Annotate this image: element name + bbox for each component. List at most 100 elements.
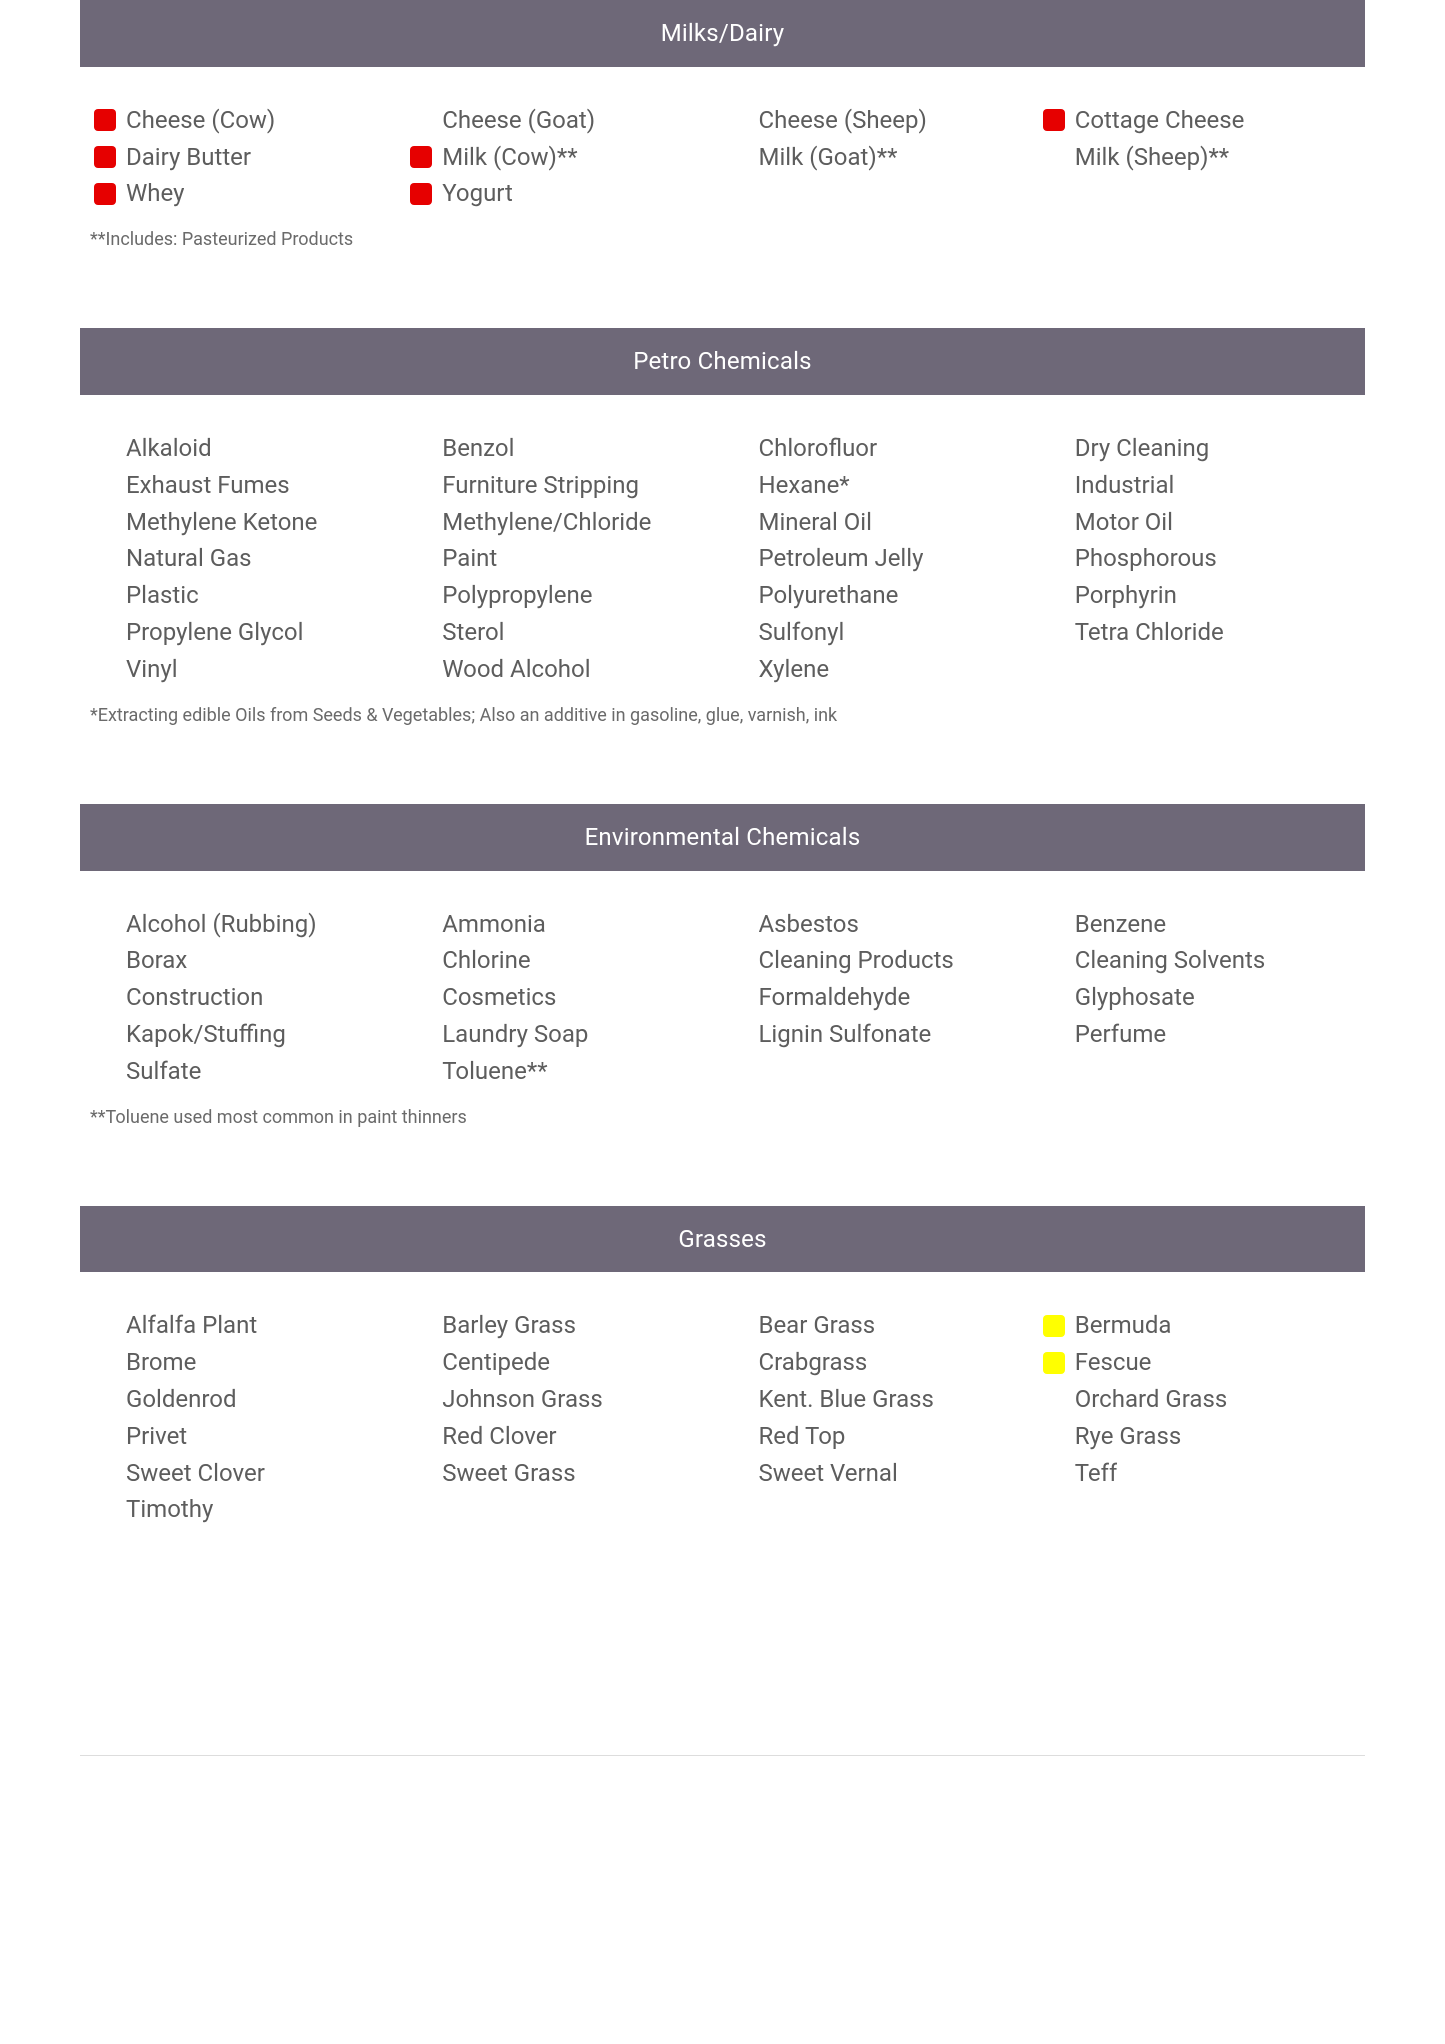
- list-item: Tetra Chloride: [1039, 615, 1355, 652]
- list-item: Sweet Vernal: [723, 1456, 1039, 1493]
- items-milks-dairy: Cheese (Cow)Cheese (Goat)Cheese (Sheep)C…: [80, 67, 1365, 219]
- color-swatch: [94, 1315, 116, 1337]
- color-swatch: [94, 621, 116, 643]
- list-item: Borax: [90, 943, 406, 980]
- color-swatch: [94, 913, 116, 935]
- item-label: Industrial: [1075, 468, 1175, 503]
- footnote-environmental-chemicals: **Toluene used most common in paint thin…: [80, 1097, 1365, 1151]
- list-item: Dry Cleaning: [1039, 431, 1355, 468]
- color-swatch: [94, 548, 116, 570]
- list-item: Red Top: [723, 1419, 1039, 1456]
- color-swatch: [94, 109, 116, 131]
- list-item: Mineral Oil: [723, 505, 1039, 542]
- list-item: Construction: [90, 980, 406, 1017]
- color-swatch: [94, 950, 116, 972]
- list-item: Motor Oil: [1039, 505, 1355, 542]
- color-swatch: [727, 437, 749, 459]
- color-swatch: [727, 474, 749, 496]
- item-label: Laundry Soap: [442, 1017, 588, 1052]
- item-label: Whey: [126, 176, 184, 211]
- color-swatch: [1043, 621, 1065, 643]
- footnote-milks-dairy: **Includes: Pasteurized Products: [80, 219, 1365, 273]
- color-swatch: [410, 146, 432, 168]
- list-item: Sulfate: [90, 1054, 406, 1091]
- list-item: Milk (Cow)**: [406, 140, 722, 177]
- list-item: Whey: [90, 176, 406, 213]
- items-grasses: Alfalfa PlantBarley GrassBear GrassBermu…: [80, 1272, 1365, 1535]
- list-item: Hexane*: [723, 468, 1039, 505]
- list-item: Yogurt: [406, 176, 722, 213]
- list-item: Sweet Clover: [90, 1456, 406, 1493]
- list-item: Cheese (Cow): [90, 103, 406, 140]
- color-swatch: [1043, 1462, 1065, 1484]
- color-swatch: [1043, 1352, 1065, 1374]
- item-label: Sulfonyl: [759, 615, 845, 650]
- item-label: Teff: [1075, 1456, 1118, 1491]
- item-label: Construction: [126, 980, 263, 1015]
- list-item: Vinyl: [90, 652, 406, 689]
- color-swatch: [410, 1060, 432, 1082]
- color-swatch: [727, 913, 749, 935]
- section-header-grasses: Grasses: [80, 1206, 1365, 1273]
- color-swatch: [727, 109, 749, 131]
- color-swatch: [410, 474, 432, 496]
- list-item: Methylene/Chloride: [406, 505, 722, 542]
- section-environmental-chemicals: Environmental ChemicalsAlcohol (Rubbing)…: [80, 804, 1365, 1151]
- color-swatch: [727, 658, 749, 680]
- color-swatch: [94, 511, 116, 533]
- item-label: Exhaust Fumes: [126, 468, 290, 503]
- list-item: Polypropylene: [406, 578, 722, 615]
- item-label: Centipede: [442, 1345, 550, 1380]
- list-item: Barley Grass: [406, 1308, 722, 1345]
- item-label: Red Top: [759, 1419, 846, 1454]
- color-swatch: [1043, 1315, 1065, 1337]
- list-item: Milk (Sheep)**: [1039, 140, 1355, 177]
- color-swatch: [727, 1425, 749, 1447]
- color-swatch: [410, 621, 432, 643]
- list-item: Cheese (Goat): [406, 103, 722, 140]
- page-divider: [80, 1755, 1365, 1756]
- list-item: Goldenrod: [90, 1382, 406, 1419]
- list-item: Plastic: [90, 578, 406, 615]
- item-label: Johnson Grass: [442, 1382, 603, 1417]
- list-item: Rye Grass: [1039, 1419, 1355, 1456]
- color-swatch: [727, 987, 749, 1009]
- item-label: Dry Cleaning: [1075, 431, 1209, 466]
- list-item: Wood Alcohol: [406, 652, 722, 689]
- list-item: Industrial: [1039, 468, 1355, 505]
- color-swatch: [410, 1315, 432, 1337]
- color-swatch: [94, 1499, 116, 1521]
- list-item: Cleaning Products: [723, 943, 1039, 980]
- items-environmental-chemicals: Alcohol (Rubbing)AmmoniaAsbestosBenzeneB…: [80, 871, 1365, 1097]
- color-swatch: [94, 1352, 116, 1374]
- color-swatch: [94, 437, 116, 459]
- item-label: Lignin Sulfonate: [759, 1017, 932, 1052]
- page: Milks/DairyCheese (Cow)Cheese (Goat)Chee…: [0, 0, 1445, 1828]
- item-label: Rye Grass: [1075, 1419, 1182, 1454]
- list-item: Benzol: [406, 431, 722, 468]
- color-swatch: [1043, 1023, 1065, 1045]
- item-label: Sweet Grass: [442, 1456, 575, 1491]
- color-swatch: [410, 548, 432, 570]
- color-swatch: [94, 146, 116, 168]
- list-item: Fescue: [1039, 1345, 1355, 1382]
- item-label: Brome: [126, 1345, 196, 1380]
- item-label: Furniture Stripping: [442, 468, 639, 503]
- item-label: Vinyl: [126, 652, 178, 687]
- color-swatch: [94, 585, 116, 607]
- item-label: Cosmetics: [442, 980, 556, 1015]
- item-label: Kent. Blue Grass: [759, 1382, 934, 1417]
- item-label: Perfume: [1075, 1017, 1166, 1052]
- list-item: Toluene**: [406, 1054, 722, 1091]
- section-header-milks-dairy: Milks/Dairy: [80, 0, 1365, 67]
- color-swatch: [1043, 987, 1065, 1009]
- item-label: Cheese (Goat): [442, 103, 595, 138]
- item-label: Dairy Butter: [126, 140, 251, 175]
- list-item: Petroleum Jelly: [723, 541, 1039, 578]
- color-swatch: [94, 987, 116, 1009]
- item-label: Bermuda: [1075, 1308, 1172, 1343]
- list-item: Xylene: [723, 652, 1039, 689]
- item-label: Barley Grass: [442, 1308, 576, 1343]
- item-label: Privet: [126, 1419, 187, 1454]
- color-swatch: [410, 987, 432, 1009]
